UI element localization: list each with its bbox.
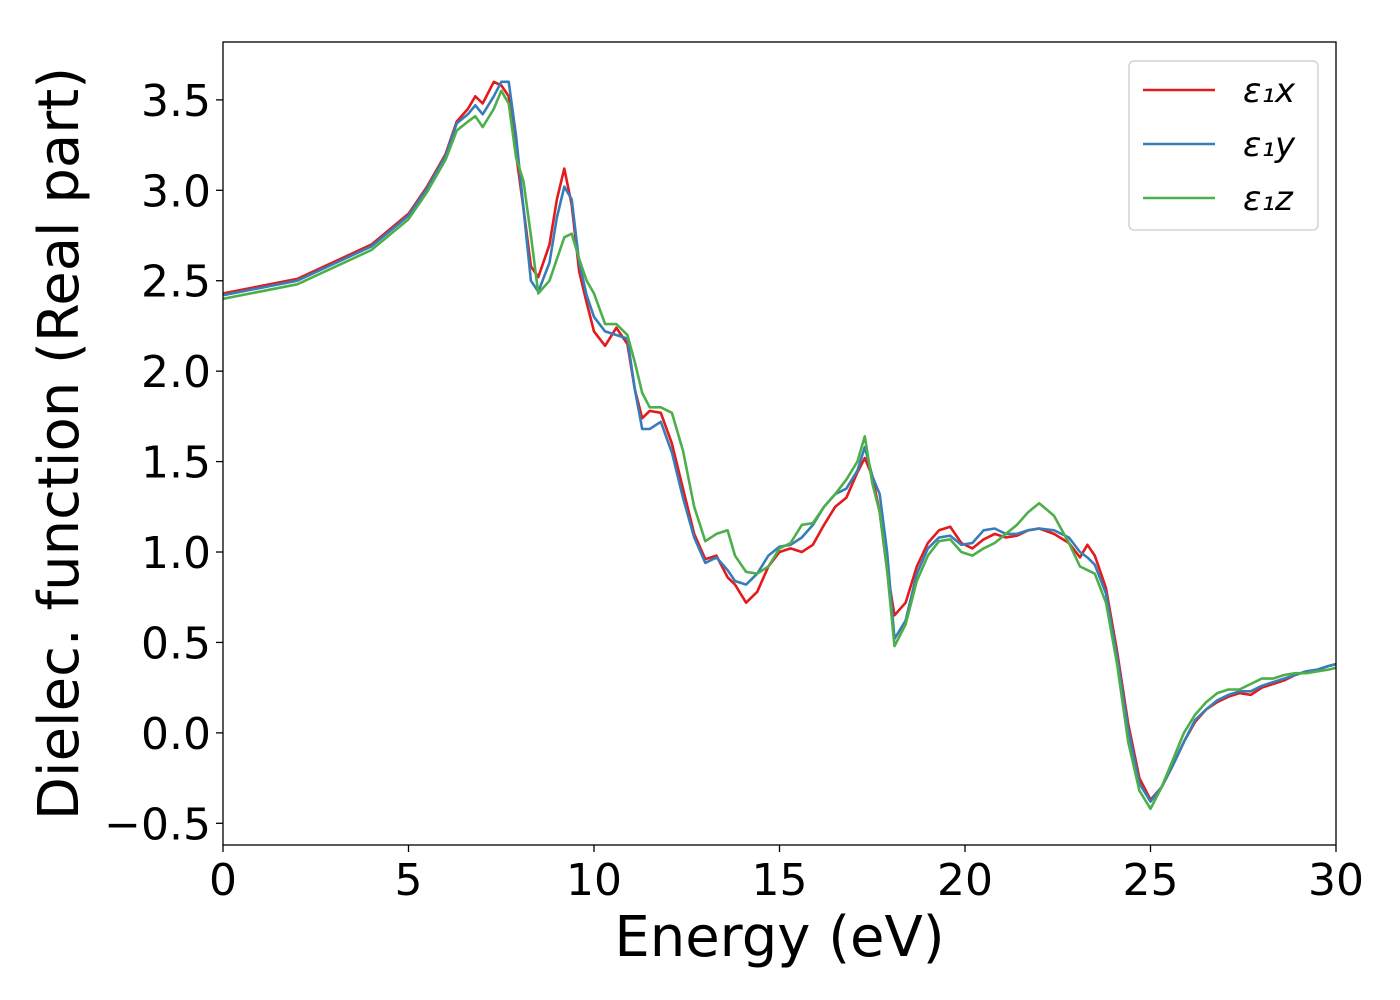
y-tick-label: 0.5	[141, 618, 211, 669]
legend-label-2: ε₁y	[1243, 125, 1296, 165]
y-tick-label: −0.5	[104, 799, 211, 850]
x-tick-label: 20	[937, 855, 993, 906]
legend-frame	[1128, 60, 1319, 231]
y-axis-label: Dielec. function (Real part)	[27, 67, 92, 820]
x-tick-label: 5	[395, 855, 423, 906]
legend-label-3: ε₁z	[1243, 179, 1294, 219]
x-tick-label: 10	[566, 855, 622, 906]
y-axis: −0.5 0.0 0.5 1.0 1.5 2.0 2.5 3.0 3.5	[104, 76, 223, 850]
y-tick-label: 1.0	[141, 528, 211, 579]
y-tick-label: 3.0	[141, 166, 211, 217]
x-axis-label: Energy (eV)	[614, 905, 944, 970]
y-tick-label: 0.0	[141, 709, 211, 760]
y-tick-label: 2.5	[141, 257, 211, 308]
x-tick-label: 30	[1308, 855, 1364, 906]
x-axis: 0 5 10 15 20 25 30	[209, 845, 1364, 906]
x-tick-label: 0	[209, 855, 237, 906]
series-line-3	[223, 89, 1336, 811]
legend: ε₁x ε₁y ε₁z	[1128, 60, 1319, 231]
x-tick-label: 25	[1123, 855, 1179, 906]
legend-label-1: ε₁x	[1243, 71, 1296, 111]
y-tick-label: 3.5	[141, 76, 211, 127]
series-layer	[223, 80, 1336, 811]
y-tick-label: 1.5	[141, 438, 211, 489]
x-tick-label: 15	[752, 855, 808, 906]
y-tick-label: 2.0	[141, 347, 211, 398]
